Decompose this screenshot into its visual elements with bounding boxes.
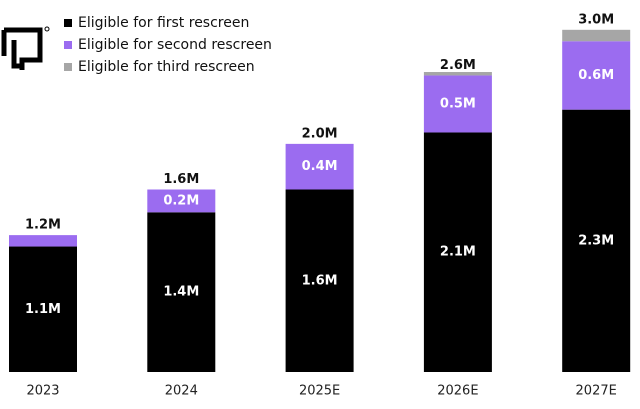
bar-segment [9, 235, 77, 247]
total-label: 2.0M [302, 126, 338, 141]
data-label: 0.2M [163, 193, 199, 208]
data-label: 1.6M [302, 273, 338, 288]
data-label: 0.5M [440, 96, 476, 111]
bar-segment [423, 75, 492, 133]
bar-segment [562, 29, 631, 42]
bar-segment [285, 143, 354, 190]
x-tick-label: 2026E [437, 384, 478, 399]
legend-label: Eligible for third rescreen [78, 59, 255, 75]
bar-segment [147, 212, 216, 372]
bar-segment [562, 109, 631, 372]
total-label: 3.0M [578, 12, 614, 27]
total-label: 2.6M [440, 58, 476, 73]
data-label: 0.4M [302, 159, 338, 174]
data-label: 0.6M [578, 68, 614, 83]
total-label: 1.6M [163, 172, 199, 187]
data-label: 2.1M [440, 245, 476, 260]
bar-segment [9, 246, 77, 372]
data-label: 2.3M [578, 233, 614, 248]
legend-swatch [64, 63, 72, 71]
data-label: 1.1M [25, 302, 61, 317]
total-label: 1.2M [25, 218, 61, 233]
x-tick-label: 2025E [299, 384, 340, 399]
x-tick-label: 2024 [165, 384, 198, 399]
bar-segment [423, 72, 492, 76]
bar-segment [562, 41, 631, 110]
x-tick-label: 2027E [576, 384, 617, 399]
bar-segment [423, 132, 492, 372]
bar-segment [285, 189, 354, 372]
data-label: 1.4M [163, 285, 199, 300]
bar-segment [147, 189, 216, 213]
legend-swatch [64, 19, 72, 27]
logo [1, 26, 50, 70]
legend-swatch [64, 41, 72, 49]
legend-label: Eligible for first rescreen [78, 15, 249, 31]
x-tick-label: 2023 [26, 384, 59, 399]
legend-label: Eligible for second rescreen [78, 37, 272, 53]
